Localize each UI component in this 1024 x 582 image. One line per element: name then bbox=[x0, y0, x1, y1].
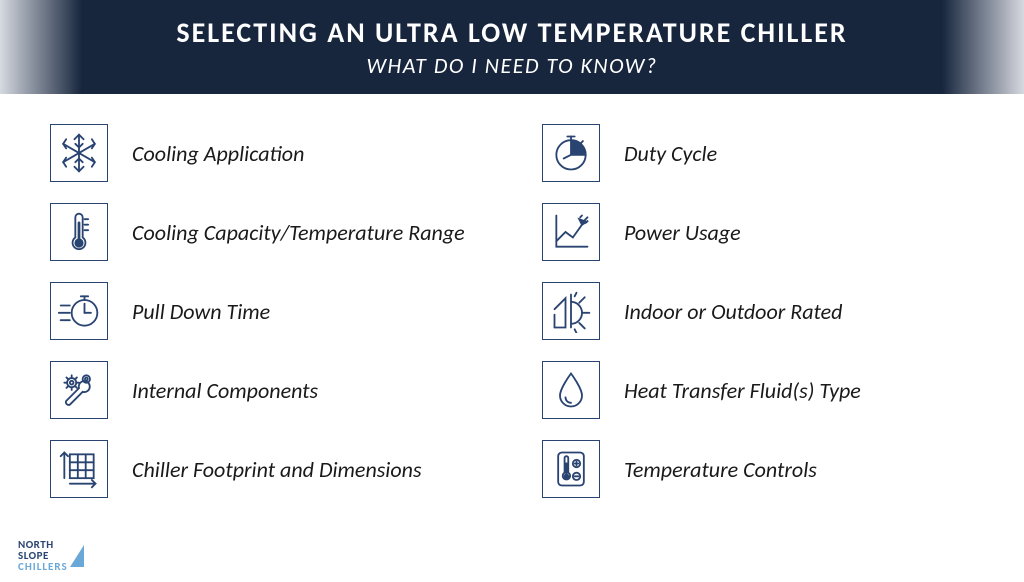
item-label: Cooling Application bbox=[132, 140, 304, 167]
item-temp-controls: Temperature Controls bbox=[542, 440, 974, 498]
logo-triangle-icon bbox=[70, 545, 84, 567]
item-label: Indoor or Outdoor Rated bbox=[624, 298, 842, 325]
droplet-icon bbox=[542, 361, 600, 419]
item-heat-transfer-fluid: Heat Transfer Fluid(s) Type bbox=[542, 361, 974, 419]
item-power-usage: Power Usage bbox=[542, 203, 974, 261]
left-column: Cooling Application Cooling Capacity/Tem… bbox=[50, 124, 482, 498]
stopwatch-fast-icon bbox=[50, 282, 108, 340]
item-cooling-application: Cooling Application bbox=[50, 124, 482, 182]
item-label: Temperature Controls bbox=[624, 456, 817, 483]
item-label: Duty Cycle bbox=[624, 140, 717, 167]
gears-wrench-icon bbox=[50, 361, 108, 419]
right-column: Duty Cycle Power Usage bbox=[542, 124, 974, 498]
header-banner: SELECTING AN ULTRA LOW TEMPERATURE CHILL… bbox=[0, 0, 1024, 94]
duty-clock-icon bbox=[542, 124, 600, 182]
item-label: Heat Transfer Fluid(s) Type bbox=[624, 377, 861, 404]
brand-logo: NORTH SLOPE CHILLERS bbox=[18, 539, 84, 572]
header-subtitle: WHAT DO I NEED TO KNOW? bbox=[366, 52, 657, 79]
item-label: Cooling Capacity/Temperature Range bbox=[132, 219, 465, 246]
house-sun-icon bbox=[542, 282, 600, 340]
content-grid: Cooling Application Cooling Capacity/Tem… bbox=[0, 94, 1024, 498]
item-internal-components: Internal Components bbox=[50, 361, 482, 419]
item-label: Power Usage bbox=[624, 219, 741, 246]
power-chart-icon bbox=[542, 203, 600, 261]
logo-line3: CHILLERS bbox=[18, 561, 68, 572]
logo-text: NORTH SLOPE CHILLERS bbox=[18, 539, 68, 572]
item-pull-down-time: Pull Down Time bbox=[50, 282, 482, 340]
thermometer-icon bbox=[50, 203, 108, 261]
item-cooling-capacity: Cooling Capacity/Temperature Range bbox=[50, 203, 482, 261]
snowflake-icon bbox=[50, 124, 108, 182]
item-duty-cycle: Duty Cycle bbox=[542, 124, 974, 182]
item-indoor-outdoor: Indoor or Outdoor Rated bbox=[542, 282, 974, 340]
header-title: SELECTING AN ULTRA LOW TEMPERATURE CHILL… bbox=[176, 15, 847, 50]
item-label: Chiller Footprint and Dimensions bbox=[132, 456, 422, 483]
item-footprint: Chiller Footprint and Dimensions bbox=[50, 440, 482, 498]
footprint-grid-icon bbox=[50, 440, 108, 498]
temp-controller-icon bbox=[542, 440, 600, 498]
item-label: Pull Down Time bbox=[132, 298, 270, 325]
item-label: Internal Components bbox=[132, 377, 318, 404]
